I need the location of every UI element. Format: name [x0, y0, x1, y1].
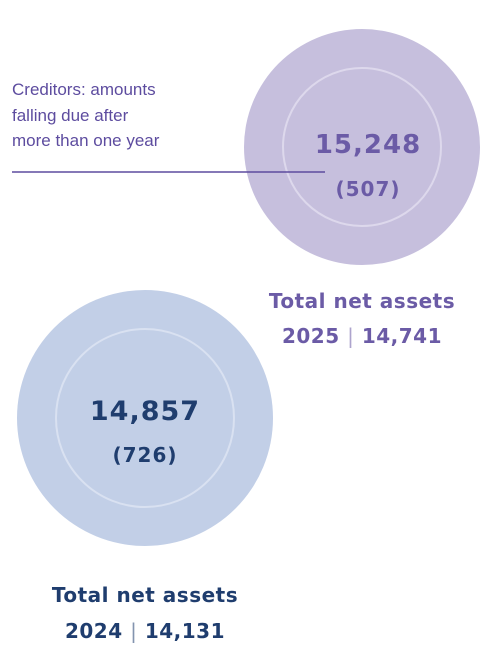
- caption-title: Total net assets: [268, 289, 456, 313]
- total: 14,131: [144, 619, 226, 643]
- year: 2024: [64, 619, 123, 643]
- sub-value: (726): [112, 443, 178, 467]
- year: 2025: [281, 324, 340, 348]
- circle-2024: [17, 290, 273, 546]
- annotation-text: falling due after: [12, 106, 129, 125]
- inner-ring: [55, 328, 235, 508]
- annotation-text: Creditors: amounts: [12, 80, 156, 99]
- separator: |: [347, 324, 355, 348]
- annotation-text: more than one year: [12, 131, 160, 150]
- separator: |: [130, 619, 138, 643]
- caption-line: 2025 | 14,741: [282, 324, 442, 348]
- inner-ring: [282, 67, 442, 227]
- sub-value: (507): [335, 177, 401, 201]
- caption-title: Total net assets: [51, 583, 239, 607]
- value: 14,857: [89, 396, 201, 427]
- circle-2025: [244, 29, 480, 265]
- value: 15,248: [314, 130, 422, 160]
- total: 14,741: [361, 324, 443, 348]
- caption-line: 2024 | 14,131: [65, 619, 225, 643]
